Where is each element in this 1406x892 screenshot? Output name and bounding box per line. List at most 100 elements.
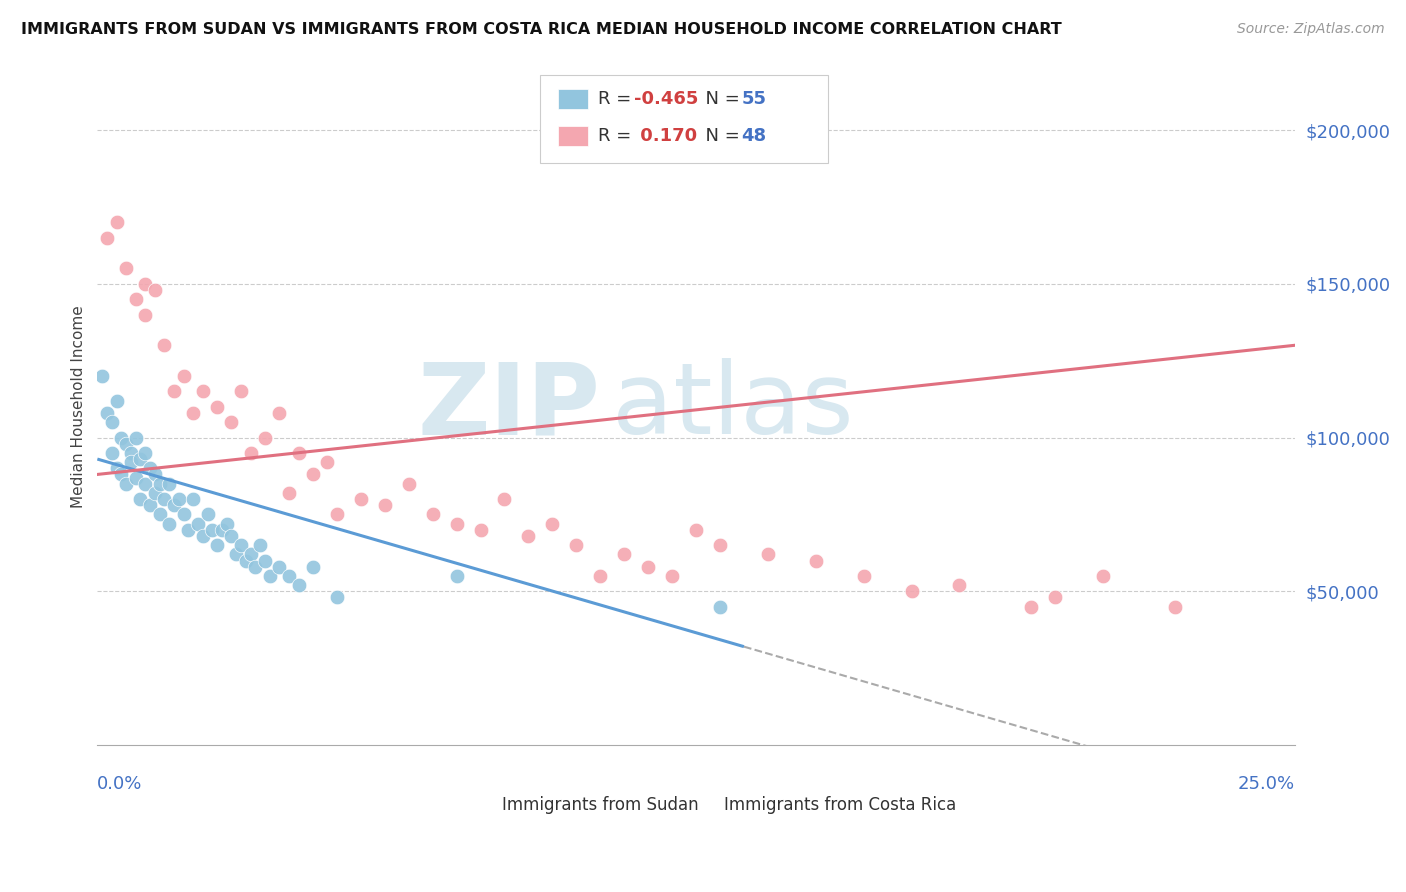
Point [197, 508, 219, 522]
Point [134, 446, 156, 460]
Point [201, 523, 224, 537]
Bar [558, 126, 588, 146]
Point [105, 461, 128, 475]
Point [143, 467, 166, 482]
Point [1045, 591, 1067, 605]
Text: R =: R = [598, 128, 637, 145]
Point [110, 467, 132, 482]
Text: 0.170: 0.170 [634, 128, 697, 145]
Point [173, 508, 195, 522]
Point [1021, 599, 1043, 614]
Point [398, 476, 420, 491]
Point [253, 553, 276, 567]
Point [105, 215, 128, 229]
Point [804, 553, 827, 567]
Point [326, 508, 349, 522]
Text: 55: 55 [741, 90, 766, 108]
Text: 48: 48 [741, 128, 766, 145]
Point [221, 415, 243, 429]
Point [105, 393, 128, 408]
Point [157, 516, 180, 531]
Point [249, 538, 271, 552]
Point [661, 569, 683, 583]
Point [115, 436, 138, 450]
Point [239, 446, 262, 460]
Point [187, 516, 209, 531]
Point [124, 292, 146, 306]
Point [589, 569, 612, 583]
Text: IMMIGRANTS FROM SUDAN VS IMMIGRANTS FROM COSTA RICA MEDIAN HOUSEHOLD INCOME CORR: IMMIGRANTS FROM SUDAN VS IMMIGRANTS FROM… [21, 22, 1062, 37]
Point [221, 529, 243, 543]
Point [326, 591, 349, 605]
Point [129, 491, 152, 506]
Point [269, 406, 291, 420]
Point [541, 516, 564, 531]
Point [167, 491, 190, 506]
Point [149, 476, 172, 491]
Point [120, 455, 142, 469]
Point [120, 446, 142, 460]
Text: -0.465: -0.465 [634, 90, 699, 108]
Point [1164, 599, 1187, 614]
Point [316, 455, 339, 469]
Point [157, 476, 180, 491]
Point [350, 491, 373, 506]
Point [134, 476, 156, 491]
Point [205, 538, 228, 552]
Bar [475, 786, 505, 806]
Point [163, 384, 186, 399]
Text: Source: ZipAtlas.com: Source: ZipAtlas.com [1237, 22, 1385, 37]
Point [181, 406, 204, 420]
Point [852, 569, 875, 583]
Point [134, 277, 156, 291]
Text: R =: R = [598, 90, 637, 108]
Point [225, 548, 247, 562]
Text: ZIP: ZIP [418, 359, 600, 455]
Point [191, 529, 214, 543]
Text: 25.0%: 25.0% [1237, 775, 1295, 794]
Text: 0.0%: 0.0% [97, 775, 143, 794]
Point [470, 523, 492, 537]
Point [124, 470, 146, 484]
Point [302, 559, 325, 574]
Point [96, 406, 118, 420]
Point [229, 538, 252, 552]
Point [153, 491, 176, 506]
Point [91, 369, 114, 384]
Point [129, 452, 152, 467]
Point [302, 467, 325, 482]
Text: Immigrants from Costa Rica: Immigrants from Costa Rica [724, 796, 956, 814]
Point [115, 261, 138, 276]
Point [177, 523, 200, 537]
Bar [558, 89, 588, 109]
Point [191, 384, 214, 399]
Text: Immigrants from Sudan: Immigrants from Sudan [502, 796, 699, 814]
Point [446, 569, 468, 583]
Point [287, 446, 309, 460]
Point [756, 548, 779, 562]
Y-axis label: Median Household Income: Median Household Income [72, 305, 86, 508]
Point [709, 538, 731, 552]
Point [139, 461, 162, 475]
Point [900, 584, 922, 599]
Point [96, 230, 118, 244]
Point [211, 523, 233, 537]
Point [100, 415, 122, 429]
Point [637, 559, 659, 574]
Bar [696, 786, 725, 806]
Point [709, 599, 731, 614]
Point [1092, 569, 1115, 583]
Point [239, 548, 262, 562]
Point [245, 559, 267, 574]
Point [134, 308, 156, 322]
Point [153, 338, 176, 352]
Point [253, 431, 276, 445]
Point [517, 529, 540, 543]
Point [613, 548, 636, 562]
Point [229, 384, 252, 399]
Point [110, 431, 132, 445]
Point [205, 400, 228, 414]
Point [181, 491, 204, 506]
Point [685, 523, 707, 537]
Point [163, 498, 186, 512]
